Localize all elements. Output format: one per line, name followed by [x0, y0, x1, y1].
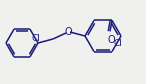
Text: Cl: Cl [31, 34, 40, 43]
Text: O: O [107, 35, 115, 45]
Text: Cl: Cl [113, 39, 122, 48]
Text: O: O [64, 27, 72, 37]
